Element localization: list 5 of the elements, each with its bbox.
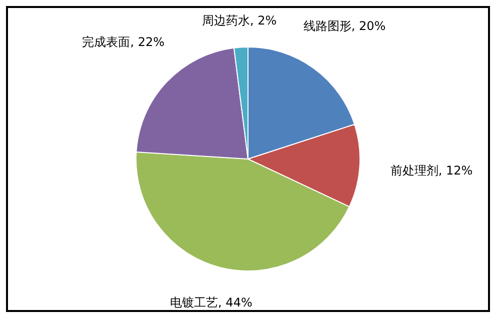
slice-label: 电镀工艺, 44% (170, 295, 252, 310)
slice-label: 线路图形, 20% (303, 19, 386, 34)
slice-label: 周边药水, 2% (202, 13, 277, 28)
slice-label: 完成表面, 22% (82, 34, 165, 49)
slice-label: 前处理剂, 12% (390, 164, 473, 178)
